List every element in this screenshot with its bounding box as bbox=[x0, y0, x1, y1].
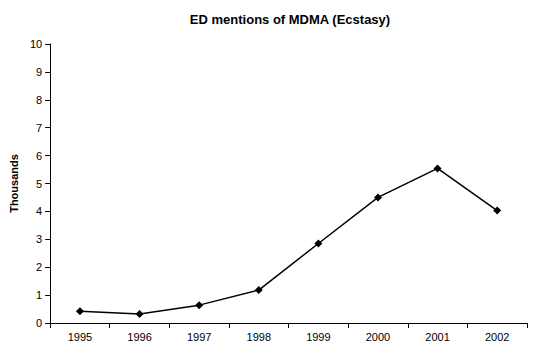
svg-text:0: 0 bbox=[36, 317, 42, 329]
svg-text:6: 6 bbox=[36, 150, 42, 162]
svg-text:1999: 1999 bbox=[306, 331, 330, 343]
svg-text:1997: 1997 bbox=[187, 331, 211, 343]
svg-text:4: 4 bbox=[36, 205, 42, 217]
svg-text:8: 8 bbox=[36, 94, 42, 106]
svg-text:2000: 2000 bbox=[366, 331, 390, 343]
svg-text:7: 7 bbox=[36, 122, 42, 134]
svg-text:5: 5 bbox=[36, 178, 42, 190]
svg-text:1996: 1996 bbox=[127, 331, 151, 343]
svg-text:10: 10 bbox=[30, 38, 42, 50]
svg-text:2: 2 bbox=[36, 261, 42, 273]
svg-text:3: 3 bbox=[36, 233, 42, 245]
svg-text:Thousands: Thousands bbox=[8, 154, 20, 213]
svg-text:1998: 1998 bbox=[247, 331, 271, 343]
svg-text:1995: 1995 bbox=[68, 331, 92, 343]
svg-text:9: 9 bbox=[36, 66, 42, 78]
svg-text:ED mentions of MDMA (Ecstasy): ED mentions of MDMA (Ecstasy) bbox=[190, 12, 390, 27]
svg-text:2001: 2001 bbox=[425, 331, 449, 343]
svg-text:1: 1 bbox=[36, 289, 42, 301]
svg-text:2002: 2002 bbox=[485, 331, 509, 343]
